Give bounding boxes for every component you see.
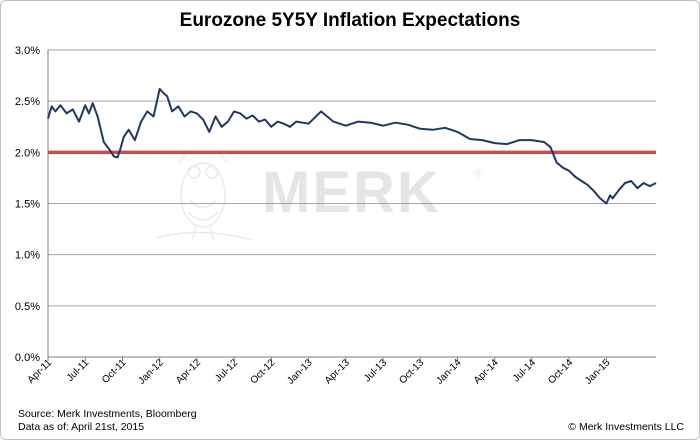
x-tick-label: Oct-14 [546, 357, 575, 386]
x-tick-label: Jan-13 [285, 357, 315, 387]
y-tick-label: 0.0% [15, 352, 40, 364]
y-tick-label: 2.0% [15, 147, 40, 159]
chart-title: Eurozone 5Y5Y Inflation Expectations [179, 10, 521, 31]
series-line [47, 87, 657, 205]
x-axis: Apr-11 Jul-11 Oct-11 Jan-12 Apr-12 Jul-12 Oct-… [26, 356, 656, 387]
x-tick-label: Jan-12 [136, 357, 166, 387]
x-tick-label: Apr-12 [174, 357, 203, 386]
x-tick-label: Jul-13 [362, 357, 389, 384]
y-tick-label: 1.5% [15, 199, 40, 211]
y-tick-label: 0.5% [15, 301, 40, 313]
x-tick-label: Oct-13 [397, 357, 426, 386]
y-tick-label: 3.0% [15, 45, 40, 57]
x-tick-label: Apr-13 [323, 357, 352, 386]
gridlines [47, 49, 656, 358]
x-tick-label: Jan-14 [434, 357, 464, 387]
y-tick-label: 2.5% [15, 96, 40, 108]
owl-logo-icon [155, 149, 253, 241]
watermark-registered: ® [474, 167, 483, 181]
y-tick-label: 1.0% [15, 250, 40, 262]
watermark-text: MERK [262, 160, 441, 225]
y-axis-ticks: 0.0% 0.5% 1.0% 1.5% 2.0% 2.5% 3.0% [15, 45, 40, 364]
x-tick-label: Jul-14 [511, 357, 538, 384]
x-tick-label: Jan-15 [583, 357, 613, 387]
copyright-note: © Merk Investments LLC [568, 421, 684, 433]
watermark: MERK ® [155, 149, 483, 241]
x-tick-label: Jul-12 [213, 357, 240, 384]
source-note: Source: Merk Investments, Bloomberg [18, 408, 197, 420]
data-date-note: Data as of: April 21st, 2015 [18, 421, 145, 433]
x-tick-label: Oct-12 [248, 357, 277, 386]
x-tick-label: Apr-14 [472, 357, 501, 386]
x-tick-label: Jul-11 [65, 357, 92, 384]
x-tick-label: Oct-11 [100, 357, 129, 386]
